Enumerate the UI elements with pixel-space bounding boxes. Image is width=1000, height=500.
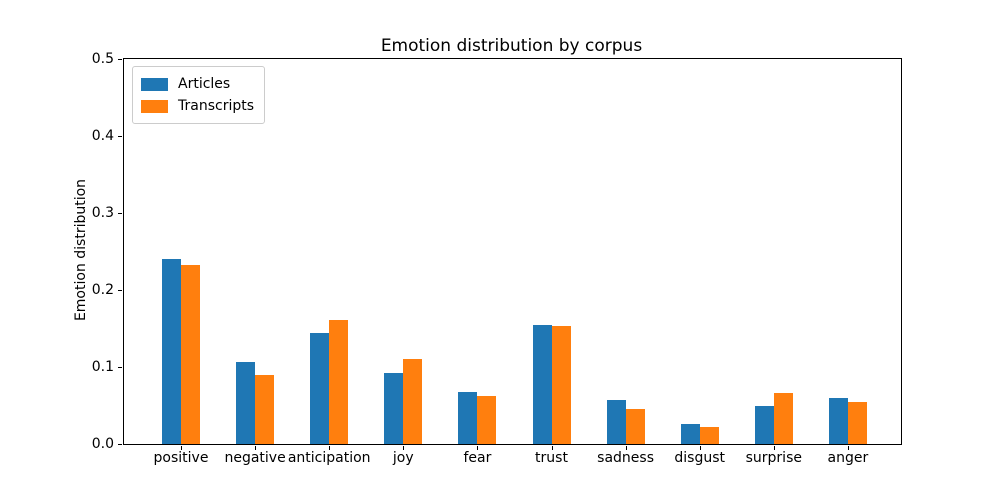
x-tick-negative bbox=[255, 446, 257, 450]
legend-swatch-articles bbox=[141, 77, 168, 91]
y-tick-label-0.1: 0.1 bbox=[91, 359, 114, 375]
bar-articles-sadness bbox=[606, 400, 626, 444]
y-tick-label-0.4: 0.4 bbox=[91, 128, 114, 144]
bar-transcripts-joy bbox=[403, 358, 423, 444]
x-tick-surprise bbox=[773, 446, 775, 450]
x-tick-sadness bbox=[625, 446, 627, 450]
bar-articles-surprise bbox=[754, 405, 774, 444]
plot-area: Articles Transcripts positive negative anti… bbox=[92, 51, 902, 466]
x-tick-label-joy: joy bbox=[392, 450, 414, 466]
y-tick-0.5 bbox=[118, 59, 122, 60]
x-tick-anticipation bbox=[329, 446, 331, 450]
bar-articles-positive bbox=[162, 259, 181, 444]
legend-label-transcripts: Transcripts bbox=[178, 98, 255, 114]
bar-articles-fear bbox=[458, 391, 478, 444]
y-tick-0.2 bbox=[118, 290, 122, 291]
bar-transcripts-anticipation bbox=[329, 320, 349, 444]
bar-articles-negative bbox=[236, 361, 256, 444]
bar-articles-anticipation bbox=[310, 333, 330, 444]
bar-transcripts-sadness bbox=[625, 408, 645, 444]
bar-transcripts-fear bbox=[477, 396, 497, 444]
y-axis-label: Emotion distribution bbox=[73, 178, 89, 322]
bar-transcripts-positive bbox=[181, 265, 200, 444]
x-tick-label-sadness: sadness bbox=[597, 450, 655, 466]
legend: Articles Transcripts bbox=[132, 66, 266, 124]
y-tick-label-0.2: 0.2 bbox=[91, 282, 114, 298]
x-tick-joy bbox=[403, 446, 405, 450]
x-tick-label-surprise: surprise bbox=[745, 450, 802, 466]
y-tick-0.1 bbox=[118, 367, 122, 368]
x-tick-label-negative: negative bbox=[224, 450, 286, 466]
y-tick-label-0.5: 0.5 bbox=[91, 51, 114, 67]
bar-transcripts-negative bbox=[255, 375, 275, 444]
y-tick-0.0 bbox=[118, 444, 122, 445]
bar-articles-trust bbox=[532, 324, 552, 444]
chart-title: Emotion distribution by corpus bbox=[380, 36, 643, 56]
legend-item-transcripts: Transcripts bbox=[141, 95, 254, 117]
bar-articles-anger bbox=[828, 397, 848, 444]
bar-transcripts-disgust bbox=[699, 427, 719, 444]
x-tick-label-disgust: disgust bbox=[674, 450, 725, 466]
x-tick-label-positive: positive bbox=[153, 450, 209, 466]
x-tick-disgust bbox=[699, 446, 701, 450]
x-tick-label-anger: anger bbox=[827, 450, 869, 466]
y-tick-label-0.0: 0.0 bbox=[91, 436, 114, 452]
x-tick-label-anticipation: anticipation bbox=[287, 450, 371, 466]
y-tick-0.3 bbox=[118, 213, 122, 214]
x-tick-label-trust: trust bbox=[535, 450, 568, 466]
bar-articles-joy bbox=[384, 373, 404, 444]
legend-item-articles: Articles bbox=[141, 73, 254, 95]
legend-swatch-transcripts bbox=[141, 99, 168, 113]
x-tick-trust bbox=[551, 446, 553, 450]
bar-transcripts-trust bbox=[551, 326, 571, 444]
x-tick-anger bbox=[847, 446, 849, 450]
y-tick-0.4 bbox=[118, 136, 122, 137]
bar-transcripts-anger bbox=[847, 402, 867, 444]
legend-label-articles: Articles bbox=[178, 76, 231, 92]
x-tick-positive bbox=[181, 446, 182, 450]
y-tick-label-0.3: 0.3 bbox=[91, 205, 114, 221]
x-tick-fear bbox=[477, 446, 479, 450]
bar-transcripts-surprise bbox=[773, 393, 793, 444]
bar-articles-disgust bbox=[680, 423, 700, 444]
x-tick-label-fear: fear bbox=[463, 450, 492, 466]
